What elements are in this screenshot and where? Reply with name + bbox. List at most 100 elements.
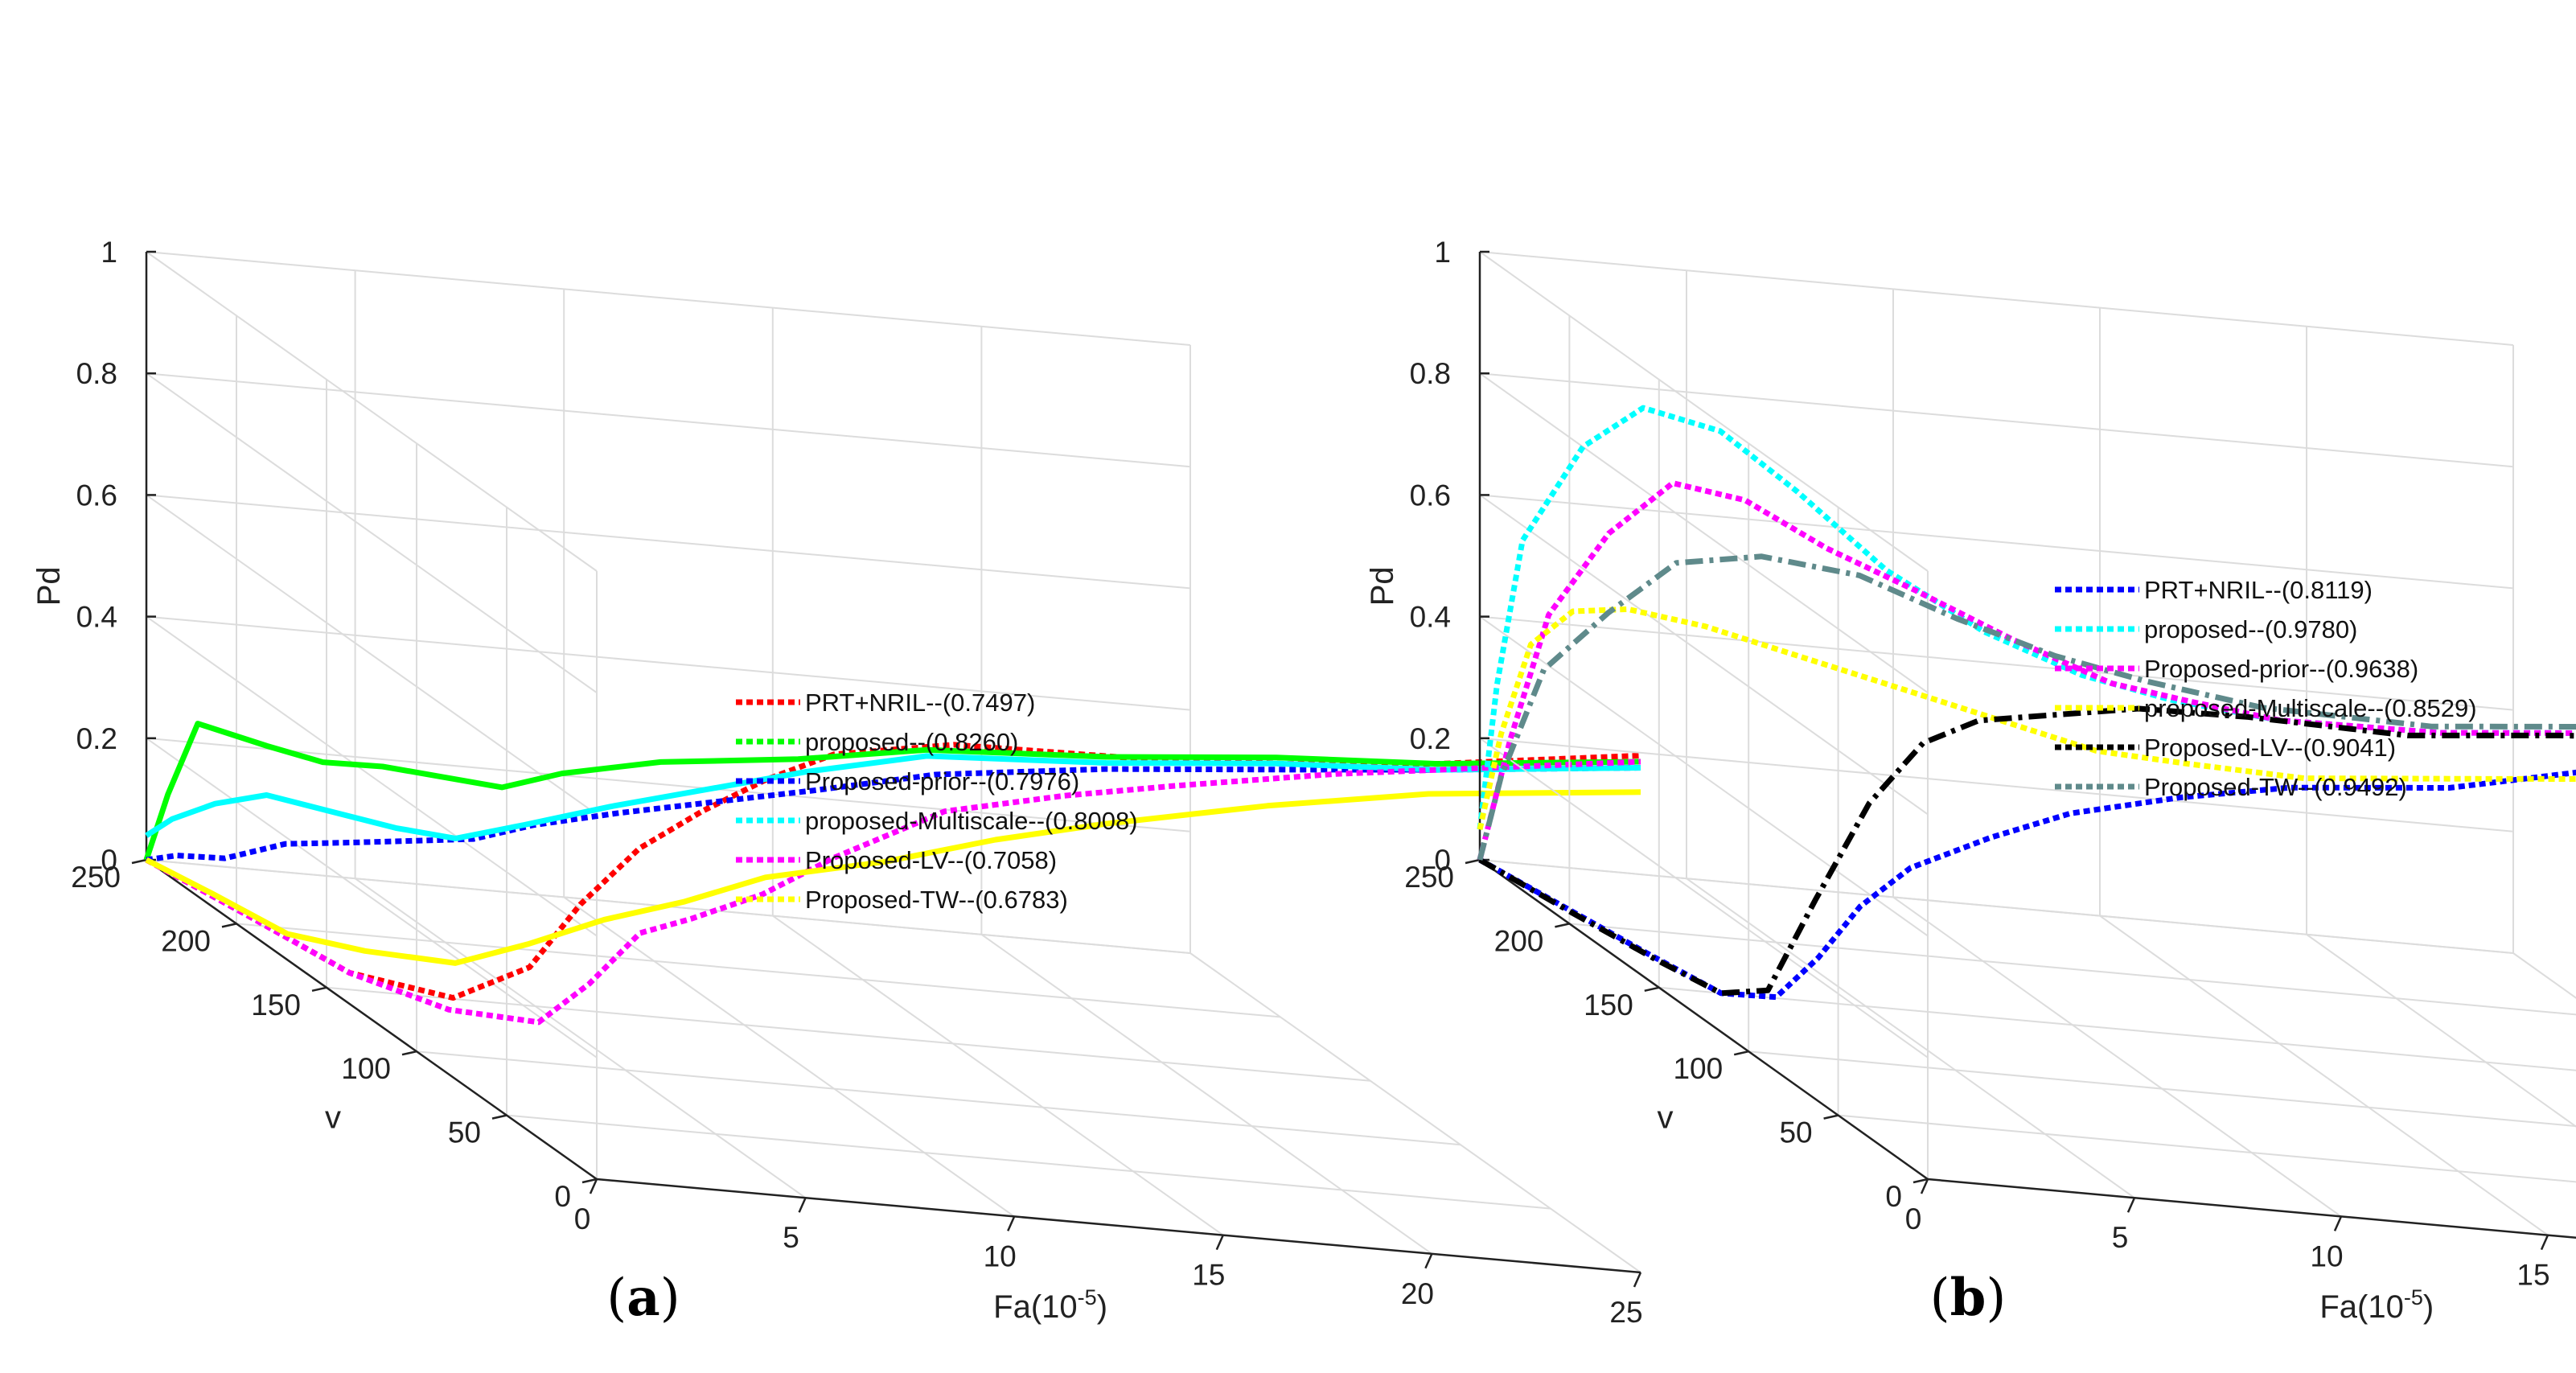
y-tick-mark [311,986,327,993]
panel-label: (b) [1930,1268,2007,1328]
y-tick-label: 200 [1494,924,1544,957]
z-axis-label: Pd [31,566,67,606]
z-tick-label: 0.6 [1410,479,1451,512]
grid-line [1479,494,2514,590]
x-tick-label: 5 [783,1221,799,1254]
legend-entry: Proposed-TW--(0.6783) [805,886,1068,914]
grid-line [1748,1050,2576,1128]
grid-line [1479,615,2514,711]
y-tick-label: 0 [554,1180,571,1213]
x-tick-mark [2333,1215,2343,1231]
grid-line [506,1114,1551,1210]
y-tick-mark [221,923,237,928]
series-line-2 [143,721,1641,861]
z-tick-label: 0.2 [1410,722,1451,755]
grid-line [1479,737,2514,832]
z-tick-label: 0.6 [76,479,117,512]
grid-line [416,1050,1461,1146]
grid-line [1189,952,1641,1273]
x-tick-label: 25 [1609,1296,1642,1329]
y-tick-label: 100 [341,1052,391,1085]
x-tick-label: 0 [574,1202,591,1235]
grid-line [1479,372,2514,468]
grid-line [146,494,1191,590]
grid-line [2306,933,2576,1128]
series-line-5 [1478,705,2576,997]
chart-panel-a: 051015202505010015020025000.20.40.60.81P… [31,236,1643,1329]
y-tick-label: 0 [1885,1180,1902,1213]
chart-panel-b: 051015202505010015020025000.20.40.60.81P… [1365,236,2576,1328]
y-tick-label: 200 [161,924,211,957]
series-line-6 [145,789,1641,966]
z-tick-label: 0.8 [76,357,117,390]
legend-entry: Proposed-prior--(0.7976) [805,767,1079,795]
y-tick-mark [131,858,147,865]
x-axis [1927,1178,2576,1239]
y-tick-mark [1465,858,1481,865]
grid-line [1686,878,2135,1199]
x-tick-mark [1007,1215,1016,1231]
y-axis-label: v [325,1100,341,1136]
grid-line [2099,915,2549,1236]
x-axis [596,1178,1641,1274]
legend-entry: Proposed-TW--(0.9492) [2144,773,2407,801]
y-axis [146,858,598,1181]
grid-line [146,737,1191,832]
z-tick-label: 0 [101,844,117,877]
y-tick-mark [1823,1114,1839,1120]
grid-line [326,986,1371,1082]
y-tick-label: 250 [1404,861,1454,894]
x-axis-label: Fa(10-5) [2319,1285,2434,1325]
y-tick-label: 150 [1584,989,1633,1022]
y-tick-mark [1555,923,1570,928]
z-tick-label: 1 [101,236,117,269]
series-line-3 [146,765,1641,863]
legend-entry: proposed-Multiscale--(0.8008) [805,807,1138,835]
grid-line [146,615,1191,711]
x-tick-label: 10 [984,1239,1017,1272]
series-line-2 [1477,405,2576,830]
grid-line [146,372,598,694]
grid-line [355,878,807,1199]
y-tick-label: 150 [251,989,301,1022]
y-tick-mark [1912,1178,1929,1184]
x-tick-label: 15 [1192,1259,1225,1292]
grid-line [1892,896,2342,1218]
grid-line [1479,615,1929,937]
x-tick-label: 20 [1401,1277,1434,1310]
y-tick-mark [491,1114,507,1120]
z-tick-label: 0.2 [76,722,117,755]
legend-entry: Proposed-prior--(0.9638) [2144,655,2418,683]
x-axis-label: Fa(10-5) [993,1285,1107,1325]
series-line-4 [1477,606,2576,830]
x-tick-label: 15 [2516,1259,2549,1292]
y-tick-label: 250 [71,861,121,894]
grid-line [146,615,598,937]
x-tick-mark [589,1178,598,1194]
grid-line [1479,494,1929,816]
legend-entry: proposed--(0.8260) [805,728,1018,756]
grid-line [1838,1114,2576,1183]
x-tick-label: 5 [2112,1221,2129,1254]
x-tick-mark [798,1197,807,1213]
series-line-3 [1477,480,2576,861]
x-tick-mark [1633,1272,1642,1288]
grid-line [1658,986,2576,1071]
legend-entry: proposed--(0.9780) [2144,615,2357,643]
y-tick-mark [1733,1050,1749,1056]
y-tick-mark [1644,986,1660,993]
y-tick-mark [401,1050,417,1056]
x-tick-mark [1920,1178,1929,1194]
x-tick-mark [2540,1235,2549,1251]
series-line-1 [1478,769,2576,1001]
grid-line [146,372,1191,468]
series-line-6 [1477,553,2576,861]
y-tick-mark [581,1178,598,1184]
grid-line [146,737,598,1059]
grid-line [146,494,598,816]
grid-line [1479,251,2514,346]
series-line-4 [145,753,1641,841]
legend-entry: Proposed-LV--(0.7058) [805,846,1057,874]
grid-line [1479,737,1929,1059]
